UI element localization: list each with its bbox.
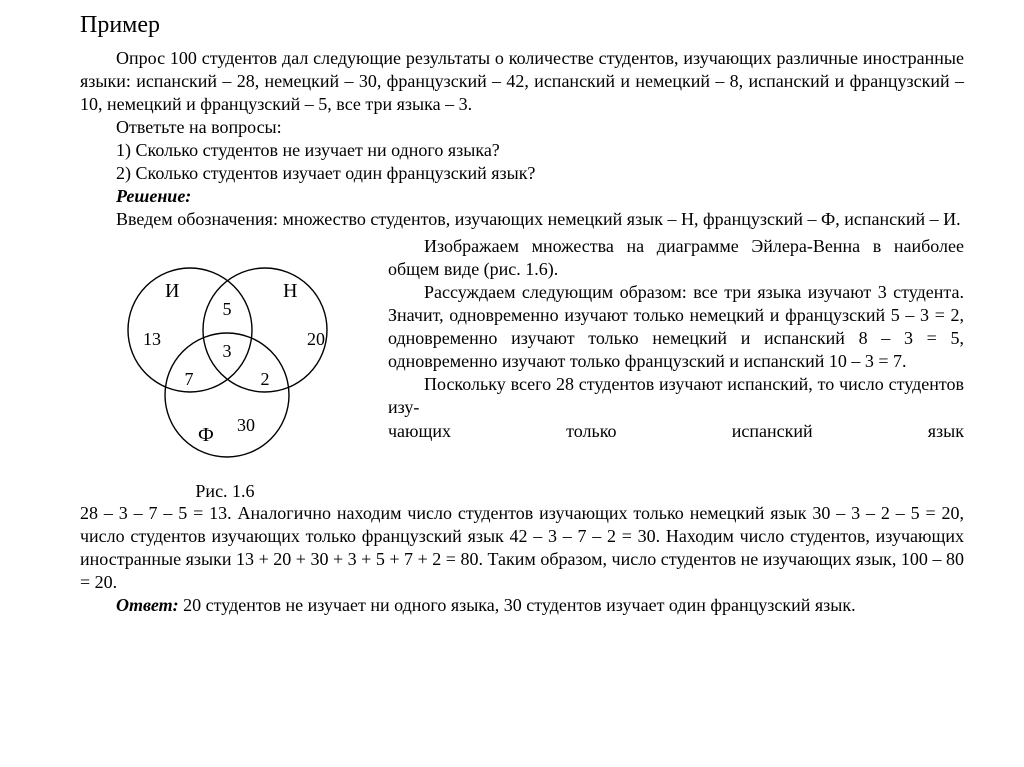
question-1: 1) Сколько студентов не изучает ни одног… (116, 139, 964, 162)
venn-center: 3 (223, 341, 232, 361)
reasoning-p1: Изображаем множества на диаграм­ме Эйлер… (388, 235, 964, 281)
solution-heading: Решение: (80, 185, 964, 208)
venn-column: И Н Ф 13 20 30 5 7 2 3 Рис. 1.6 (80, 235, 370, 502)
answer-text: 20 студентов не изучает ни одного языка,… (179, 595, 856, 615)
answer-label: Ответ: (116, 595, 179, 615)
question-2: 2) Сколько студентов изучает один францу… (116, 162, 964, 185)
venn-i-n: 5 (223, 299, 232, 319)
figure-and-reasoning: И Н Ф 13 20 30 5 7 2 3 Рис. 1.6 Изобража… (80, 235, 964, 502)
venn-label-n: Н (283, 280, 297, 302)
calc-paragraph: 28 – 3 – 7 – 5 = 13. Аналогично находим … (80, 502, 964, 594)
page-title: Пример (80, 12, 964, 39)
reasoning-p2: Рассуждаем следующим образом: все три яз… (388, 281, 964, 373)
reasoning-column: Изображаем множества на диаграм­ме Эйлер… (388, 235, 964, 502)
venn-i-f: 7 (185, 369, 194, 389)
answer-line: Ответ: 20 студентов не изучает ни одного… (80, 594, 964, 617)
reasoning-p3a: Поскольку всего 28 студентов изу­чают ис… (388, 373, 964, 419)
intro-paragraph: Опрос 100 студентов дал следующие резуль… (80, 47, 964, 116)
reasoning-p3b: чающих только испанский язык (388, 420, 964, 443)
venn-label-i: И (165, 280, 179, 302)
venn-only-i: 13 (143, 329, 161, 349)
venn-diagram: И Н Ф 13 20 30 5 7 2 3 (85, 235, 365, 475)
venn-only-f: 30 (237, 415, 255, 435)
figure-caption: Рис. 1.6 (80, 481, 370, 502)
document-page: Пример Опрос 100 студентов дал следующие… (0, 0, 1024, 629)
ask-line: Ответьте на вопросы: (80, 116, 964, 139)
venn-label-f: Ф (198, 424, 214, 446)
venn-only-n: 20 (307, 329, 325, 349)
venn-n-f: 2 (261, 369, 270, 389)
notation-line: Введем обозначения: множество студентов,… (80, 208, 964, 231)
